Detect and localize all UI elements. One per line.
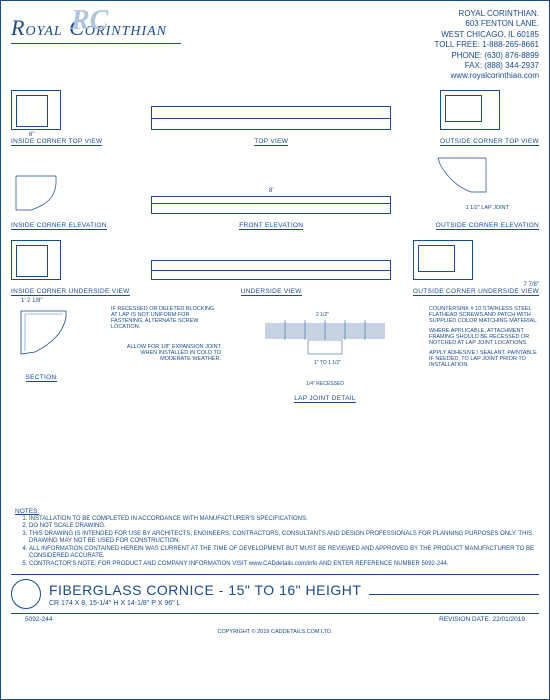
header: RC ROYAL CORINTHIAN ROYAL CORINTHIAN. 60… — [1, 1, 549, 86]
copyright: COPYRIGHT © 2019 CADDETAILS.COM LTD. — [1, 629, 549, 639]
section-svg — [11, 306, 71, 361]
logo: RC ROYAL CORINTHIAN — [11, 9, 211, 82]
company-info: ROYAL CORINTHIAN. 603 FENTON LANE. WEST … — [434, 9, 539, 82]
ref-number: 5092-244 — [25, 616, 52, 623]
lap-svg: 2 1/2" 1" TO 1 1/2" — [225, 306, 425, 376]
lap-joint-group: IF RECESSED OR DELETED BLOCKING AT LAP I… — [111, 306, 539, 405]
inside-corner-underside: INSIDE CORNER UNDERSIDE VIEW — [11, 240, 130, 298]
notes-list: INSTALLATION TO BE COMPLETED IN ACCORDAN… — [15, 516, 535, 569]
drawing-area: 6" INSIDE CORNER TOP VIEW TOP VIEW OUTSI… — [1, 86, 549, 506]
title-main: FIBERGLASS CORNICE - 15" TO 16" HEIGHT — [49, 582, 361, 598]
label-underside: UNDERSIDE VIEW — [241, 288, 302, 296]
dim-eight-ft: 8' — [269, 188, 273, 194]
company-address2: WEST CHICAGO, IL 60185 — [434, 30, 539, 40]
label-lap: LAP JOINT DETAIL — [294, 395, 356, 403]
lap-joint-detail: 2 1/2" 1" TO 1 1/2" 1/4" RECESSED LAP JO… — [225, 306, 425, 405]
company-phone: PHONE: (630) 876-8899 — [434, 51, 539, 61]
label-section: SECTION — [26, 374, 57, 382]
label-inside-elev: INSIDE CORNER ELEVATION — [11, 222, 107, 230]
top-view: TOP VIEW — [151, 106, 391, 148]
front-elevation: 8' FRONT ELEVATION — [151, 196, 391, 232]
callout-right1: COUNTERSINK # 10 STAINLESS STEEL FLATHEA… — [429, 306, 539, 324]
dim-recess: 1/4" RECESSED — [225, 381, 425, 387]
inside-corner-top-view: 6" INSIDE CORNER TOP VIEW — [11, 90, 102, 148]
company-address1: 603 FENTON LANE. — [434, 19, 539, 29]
row-top-views: 6" INSIDE CORNER TOP VIEW TOP VIEW OUTSI… — [11, 90, 539, 148]
revision: REVISION DATE: 22/01/2019 — [439, 616, 525, 623]
note-item: CONTRACTOR'S NOTE: FOR PRODUCT AND COMPA… — [29, 561, 535, 569]
outside-corner-underside: 7 7/8" 7 7/8" OUTSIDE CORNER UNDERSIDE V… — [413, 240, 539, 298]
label-inside-corner-top: INSIDE CORNER TOP VIEW — [11, 138, 102, 146]
note-item: INSTALLATION TO BE COMPLETED IN ACCORDAN… — [29, 516, 535, 524]
dim-six: 6" — [29, 132, 34, 138]
note-item: THIS DRAWING IS INTENDED FOR USE BY ARCH… — [29, 531, 535, 546]
dim-w: 1' 2 1/8" — [21, 298, 43, 304]
outside-corner-elevation: 1 1/2" LAP JOINT OUTSIDE CORNER ELEVATIO… — [436, 156, 539, 232]
callout-left1: IF RECESSED OR DELETED BLOCKING AT LAP I… — [111, 306, 221, 330]
row-underside: INSIDE CORNER UNDERSIDE VIEW UNDERSIDE V… — [11, 240, 539, 298]
label-outside-elev: OUTSIDE CORNER ELEVATION — [436, 222, 539, 230]
outside-corner-top-view: OUTSIDE CORNER TOP VIEW — [440, 90, 539, 148]
dim-spacing: 2 1/2" — [316, 312, 329, 318]
label-top: TOP VIEW — [254, 138, 288, 146]
callout-right2: WHERE APPLICABLE, ATTACHMENT FRAMING SHO… — [429, 328, 539, 346]
dim-h: 1' 3 1/4" — [0, 320, 1, 342]
row-detail: 1' 2 1/8" 1' 3 1/4" SECTION IF RECESSED … — [11, 306, 539, 405]
section-view: 1' 2 1/8" 1' 3 1/4" SECTION — [11, 306, 71, 384]
callout-right3: APPLY ADHESIVE / SEALANT, PAINTABLE IF N… — [429, 350, 539, 368]
inside-corner-elevation: INSIDE CORNER ELEVATION — [11, 174, 107, 232]
title-circle-icon — [11, 579, 41, 609]
notes-heading: NOTES: — [15, 508, 535, 516]
callout-left2: ALLOW FOR 1/8" EXPANSION JOINT WHEN INST… — [111, 344, 221, 362]
company-fax: FAX: (888) 344-2937 — [434, 61, 539, 71]
label-inside-under: INSIDE CORNER UNDERSIDE VIEW — [11, 288, 130, 296]
footer: 5092-244 REVISION DATE: 22/01/2019 — [11, 613, 539, 629]
logo-text: ROYAL CORINTHIAN — [11, 15, 211, 41]
notes-section: NOTES: INSTALLATION TO BE COMPLETED IN A… — [1, 506, 549, 571]
company-tollfree: TOLL FREE: 1-888-265-8661 — [434, 40, 539, 50]
title-block: FIBERGLASS CORNICE - 15" TO 16" HEIGHT C… — [11, 574, 539, 613]
title-sub: CR 174 X 8, 15-1/4" H X 14-1/8" P X 96" … — [49, 600, 361, 607]
note-item: ALL INFORMATION CONTAINED HEREIN WAS CUR… — [29, 546, 535, 561]
logo-monogram: RC — [71, 5, 108, 37]
note-item: DO NOT SCALE DRAWING. — [29, 523, 535, 531]
logo-underline — [11, 43, 181, 44]
label-front-elev: FRONT ELEVATION — [239, 222, 303, 230]
row-elevations: INSIDE CORNER ELEVATION 8' FRONT ELEVATI… — [11, 156, 539, 232]
company-web: www.royalcorinthian.com — [434, 71, 539, 81]
dim-lap-joint: 1 1/2" LAP JOINT — [466, 205, 509, 211]
title-rule — [369, 594, 539, 595]
left-callouts: IF RECESSED OR DELETED BLOCKING AT LAP I… — [111, 306, 221, 362]
label-outside-corner-top: OUTSIDE CORNER TOP VIEW — [440, 138, 539, 146]
dim-one-to: 1" TO 1 1/2" — [314, 360, 341, 366]
label-outside-under: OUTSIDE CORNER UNDERSIDE VIEW — [413, 288, 539, 296]
company-name: ROYAL CORINTHIAN. — [434, 9, 539, 19]
dim-778b: 7 7/8" — [524, 282, 539, 288]
underside-view: UNDERSIDE VIEW — [151, 260, 391, 298]
title-text: FIBERGLASS CORNICE - 15" TO 16" HEIGHT C… — [49, 582, 361, 607]
right-callouts: COUNTERSINK # 10 STAINLESS STEEL FLATHEA… — [429, 306, 539, 368]
